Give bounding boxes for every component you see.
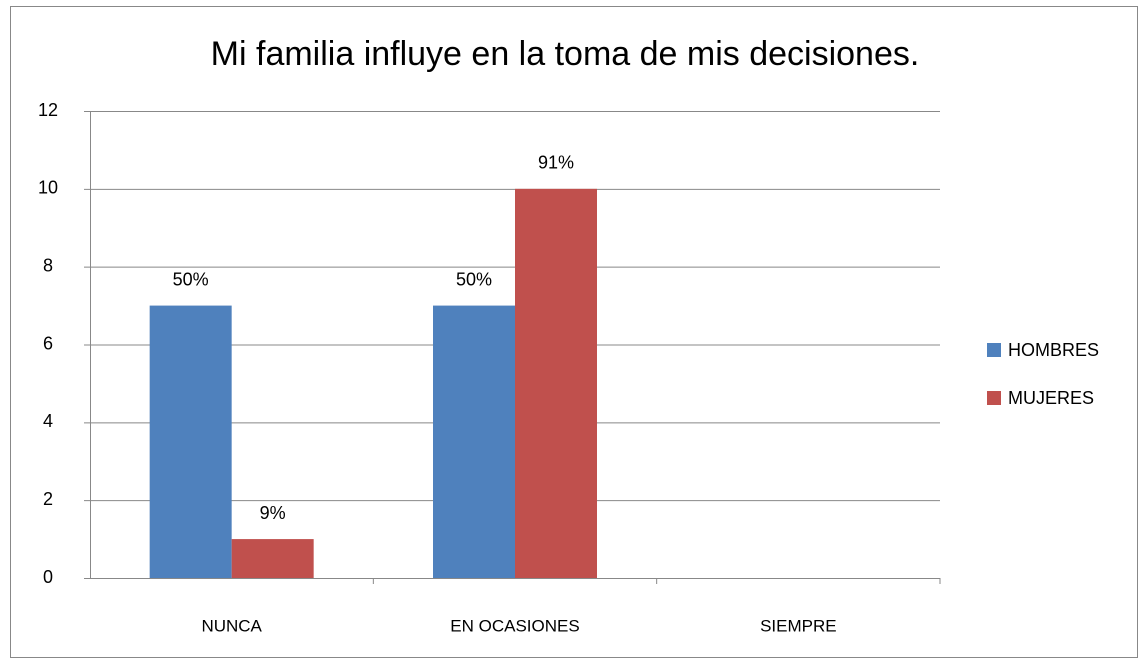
bar <box>231 539 314 578</box>
data-label: 91% <box>538 153 574 173</box>
x-tick-label: SIEMPRE <box>760 616 837 635</box>
data-label: 9% <box>260 503 286 523</box>
y-tick-label: 12 <box>38 100 58 120</box>
x-tick-label: EN OCASIONES <box>450 616 579 635</box>
y-tick-label: 8 <box>43 255 53 275</box>
legend-label: MUJERES <box>1008 388 1094 408</box>
data-label: 50% <box>173 269 209 289</box>
y-tick-label: 0 <box>43 567 53 587</box>
data-label: 50% <box>456 269 492 289</box>
legend-swatch <box>987 343 1001 357</box>
y-tick-label: 6 <box>43 333 53 353</box>
y-tick-label: 4 <box>43 411 53 431</box>
x-tick-label: NUNCA <box>201 616 262 635</box>
bar <box>433 305 515 578</box>
bar <box>149 305 232 578</box>
legend-swatch <box>987 391 1001 405</box>
y-tick-label: 2 <box>43 489 53 509</box>
bar <box>515 188 597 579</box>
chart-title: Mi familia influye en la toma de mis dec… <box>211 35 920 73</box>
y-tick-label: 10 <box>38 178 58 198</box>
legend-label: HOMBRES <box>1008 340 1099 360</box>
